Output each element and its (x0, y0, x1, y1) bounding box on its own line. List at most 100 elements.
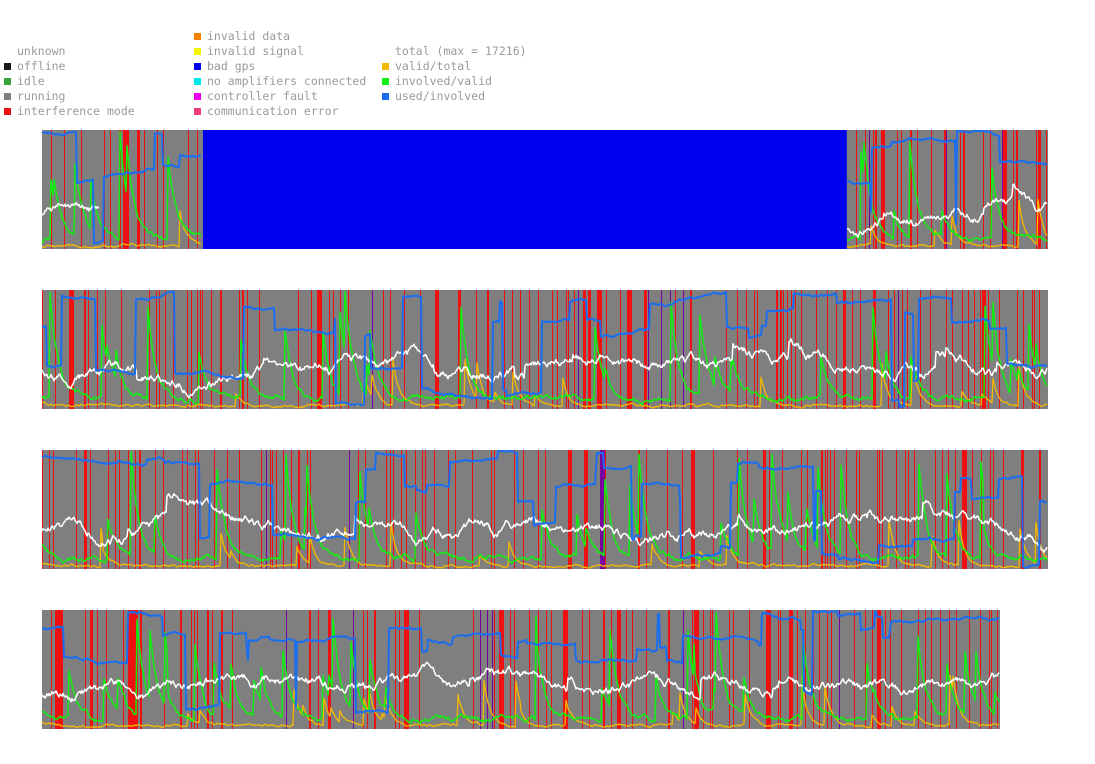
interference-stripe (896, 450, 897, 569)
interference-stripe (135, 450, 136, 569)
interference-stripe (163, 130, 164, 249)
interference-stripe (854, 610, 855, 729)
interference-stripe (115, 450, 116, 569)
interference-stripe (395, 610, 396, 729)
interference-stripe (261, 450, 262, 569)
interference-stripe (865, 130, 866, 249)
interference-stripe (816, 290, 817, 409)
interference-stripe (270, 450, 271, 569)
interference-stripe (520, 290, 521, 409)
valid-total-line (41, 519, 1048, 569)
interference-stripe (563, 610, 568, 729)
interference-stripe (877, 610, 881, 729)
interference-stripe (155, 450, 156, 569)
interference-stripe (776, 290, 778, 409)
interference-stripe (399, 610, 400, 729)
legend-label: valid/total (395, 59, 472, 73)
interference-stripe (604, 610, 605, 729)
interference-stripe (902, 290, 903, 409)
interference-stripe (993, 450, 994, 569)
interference-stripe (789, 610, 793, 729)
interference-stripe (197, 130, 198, 249)
interference-stripe (733, 610, 734, 729)
interference-stripe (834, 450, 835, 569)
interference-stripe (557, 290, 558, 409)
interference-stripe (648, 290, 649, 409)
legend-swatch (194, 63, 201, 70)
interference-stripe (55, 290, 56, 409)
legend-label: unknown (17, 44, 66, 58)
interference-stripe (81, 130, 82, 249)
interference-stripe (873, 290, 876, 409)
interference-stripe (119, 450, 120, 569)
interference-stripe (1002, 130, 1003, 249)
interference-stripe (448, 450, 449, 569)
interference-stripe (682, 450, 683, 569)
interference-stripe (173, 290, 174, 409)
interference-stripe (390, 450, 391, 569)
legend-label: no amplifiers connected (207, 74, 367, 88)
used-involved-line (41, 610, 1000, 715)
interference-stripe (873, 130, 874, 249)
interference-stripe (106, 610, 107, 729)
interference-stripe (737, 450, 738, 569)
interference-stripe (92, 610, 93, 729)
interference-stripe (523, 450, 524, 569)
interference-stripe (940, 610, 941, 729)
interference-stripe (220, 290, 222, 409)
interference-stripe (298, 290, 299, 409)
legend-label: communication error (207, 104, 339, 118)
interference-stripe (140, 610, 142, 729)
interference-stripe (207, 610, 208, 729)
interference-stripe (191, 290, 192, 409)
legend-item-offline: offline (4, 59, 65, 74)
interference-stripe (754, 290, 755, 409)
interference-stripe (156, 290, 157, 409)
interference-stripe (567, 610, 568, 729)
interference-stripe (856, 130, 857, 249)
interference-stripe (749, 610, 750, 729)
interference-stripe (589, 610, 590, 729)
interference-stripe (935, 450, 936, 569)
interference-stripe (980, 290, 981, 409)
interference-stripe (64, 130, 65, 249)
interference-stripe (227, 450, 228, 569)
involved-valid-line (41, 131, 1048, 245)
interference-stripe (529, 610, 530, 729)
interference-stripe (801, 450, 802, 569)
interference-stripe (667, 450, 668, 569)
interference-stripe (459, 290, 460, 409)
interference-stripe (401, 450, 402, 569)
interference-stripe (946, 130, 947, 249)
interference-stripe (383, 290, 384, 409)
interference-stripe (683, 610, 684, 729)
interference-stripe (480, 610, 481, 729)
interference-stripe (309, 610, 311, 729)
interference-stripe (538, 290, 539, 409)
legend-item-bad: bad gps (194, 59, 255, 74)
interference-stripe (1046, 130, 1047, 249)
interference-stripe (952, 290, 953, 409)
interference-stripe (981, 450, 982, 569)
interference-stripe (163, 450, 164, 569)
interference-stripe (358, 450, 359, 569)
interference-stripe (620, 290, 621, 409)
legend-swatch (382, 93, 389, 100)
interference-stripe (494, 450, 495, 569)
interference-stripe (646, 290, 647, 409)
interference-stripe (348, 290, 349, 409)
interference-stripe (606, 290, 607, 409)
legend-label: invalid signal (207, 44, 304, 58)
interference-stripe (473, 610, 474, 729)
interference-stripe (84, 290, 85, 409)
interference-stripe (455, 450, 456, 569)
interference-stripe (458, 290, 459, 409)
valid-total-line (41, 674, 1000, 729)
interference-stripe (415, 450, 416, 569)
interference-stripe (51, 610, 52, 729)
legend-label: invalid data (207, 29, 291, 43)
interference-stripe (949, 610, 950, 729)
interference-stripe (1006, 130, 1007, 249)
interference-stripe (340, 290, 341, 409)
